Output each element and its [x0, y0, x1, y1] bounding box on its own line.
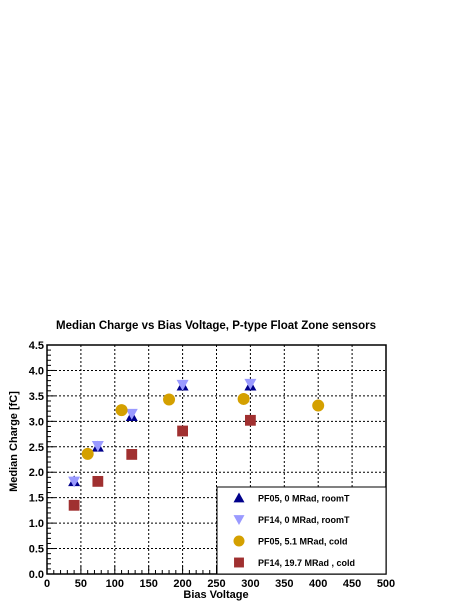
- y-tick-label: 2.0: [29, 467, 44, 479]
- x-tick-label: 100: [106, 578, 124, 590]
- y-axis-tick-labels: 0.0 0.5 1.0 1.5 2.0 2.5 3.0 3.5 4.0 4.5: [29, 340, 44, 581]
- data-point: [177, 425, 188, 437]
- x-tick-label: 150: [140, 578, 158, 590]
- data-points: [68, 378, 325, 511]
- data-point: [68, 476, 81, 488]
- y-tick-label: 4.5: [29, 340, 44, 352]
- y-tick-label: 1.0: [29, 518, 44, 530]
- x-tick-label: 200: [173, 578, 191, 590]
- legend-marker: [234, 557, 244, 568]
- legend-label: PF14, 0 MRad, roomT: [258, 515, 350, 525]
- data-point: [176, 379, 189, 391]
- data-point: [244, 378, 257, 390]
- x-tick-label: 500: [377, 578, 395, 590]
- data-point: [163, 393, 176, 406]
- y-tick-label: 2.5: [29, 442, 44, 454]
- legend-marker: [233, 492, 245, 503]
- data-point: [91, 440, 104, 452]
- data-point: [126, 449, 138, 460]
- y-tick-label: 4.0: [29, 365, 44, 377]
- data-point: [115, 404, 128, 417]
- data-point: [237, 392, 250, 405]
- x-tick-label: 0: [44, 578, 50, 590]
- legend-marker: [233, 515, 245, 525]
- legend-label: PF14, 19.7 MRad , cold: [258, 558, 355, 568]
- x-tick-label: 450: [343, 578, 361, 590]
- series-3: [81, 392, 325, 460]
- y-axis-label: Median Charge [fC]: [8, 391, 20, 492]
- x-axis-label: Bias Voltage: [183, 589, 248, 601]
- x-tick-label: 50: [75, 578, 87, 590]
- legend-box: [216, 486, 387, 575]
- data-point: [245, 414, 256, 426]
- data-point: [312, 399, 325, 412]
- data-point: [68, 499, 80, 511]
- y-tick-label: 1.5: [29, 493, 44, 505]
- y-tick-label: 3.5: [29, 391, 44, 403]
- x-axis-tick-labels: 0 50 100 150 200 250 300 350 400 450 500: [44, 578, 395, 590]
- legend-label: PF05, 0 MRad, roomT: [258, 494, 350, 504]
- series-2: [68, 378, 257, 488]
- y-tick-label: 0.0: [29, 569, 44, 581]
- y-tick-label: 3.0: [29, 416, 44, 428]
- legend: PF05, 0 MRad, roomT PF14, 0 MRad, roomT PF…: [216, 486, 387, 575]
- series-4: [68, 414, 256, 511]
- x-tick-label: 400: [309, 578, 327, 590]
- data-point: [81, 447, 94, 460]
- x-tick-label: 300: [241, 578, 259, 590]
- data-point: [92, 475, 104, 487]
- data-point: [125, 408, 138, 420]
- x-tick-label: 250: [207, 578, 225, 590]
- x-tick-label: 350: [275, 578, 293, 590]
- y-tick-label: 0.5: [29, 544, 44, 556]
- chart-title: Median Charge vs Bias Voltage, P-type Fl…: [56, 320, 376, 332]
- legend-label: PF05, 5.1 MRad, cold: [258, 537, 348, 547]
- legend-marker: [233, 535, 245, 547]
